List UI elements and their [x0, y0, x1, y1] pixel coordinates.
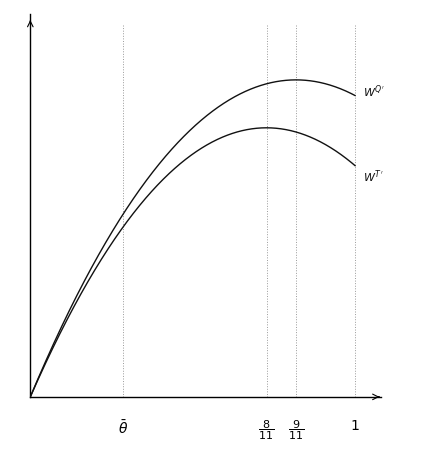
Text: $\dfrac{9}{11}$: $\dfrac{9}{11}$ [288, 419, 304, 442]
Text: $\dfrac{8}{11}$: $\dfrac{8}{11}$ [259, 419, 275, 442]
Text: $W^{T^{\prime}}$: $W^{T^{\prime}}$ [363, 169, 384, 185]
Text: $1$: $1$ [350, 419, 360, 433]
Text: $W^{Q^{\prime}}$: $W^{Q^{\prime}}$ [363, 84, 385, 100]
Text: $\bar{\theta}$: $\bar{\theta}$ [118, 419, 128, 437]
